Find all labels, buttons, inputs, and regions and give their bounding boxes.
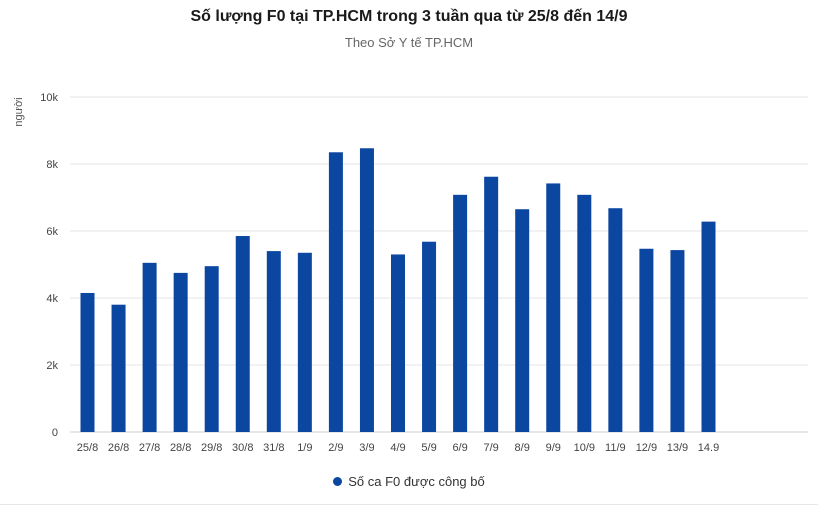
bar[interactable] bbox=[422, 241, 437, 432]
x-tick-label: 31/8 bbox=[263, 442, 284, 454]
legend-label: Số ca F0 được công bố bbox=[348, 474, 485, 489]
chart-subtitle: Theo Sở Y tế TP.HCM bbox=[344, 35, 474, 50]
y-tick-label: 4k bbox=[46, 293, 58, 305]
y-tick-label: 2k bbox=[46, 360, 58, 372]
bar[interactable] bbox=[391, 254, 405, 432]
x-tick-label: 10/9 bbox=[574, 442, 595, 454]
bar[interactable] bbox=[639, 248, 654, 432]
x-tick-label: 6/9 bbox=[452, 442, 467, 454]
x-tick-label: 27/8 bbox=[139, 442, 160, 454]
x-tick-label: 12/9 bbox=[636, 442, 657, 454]
bar[interactable] bbox=[608, 208, 623, 432]
x-tick-label: 28/8 bbox=[170, 442, 191, 454]
bar[interactable] bbox=[266, 251, 281, 432]
x-tick-label: 29/8 bbox=[201, 442, 222, 454]
bar[interactable] bbox=[546, 183, 561, 432]
bar[interactable] bbox=[235, 236, 250, 432]
grid-layer bbox=[70, 96, 808, 433]
bar[interactable] bbox=[577, 194, 592, 432]
bar[interactable] bbox=[80, 292, 95, 432]
bar[interactable] bbox=[359, 148, 374, 432]
x-tick-label: 3/9 bbox=[359, 442, 374, 454]
bar[interactable] bbox=[670, 250, 685, 432]
legend[interactable]: Số ca F0 được công bố bbox=[0, 474, 818, 489]
x-tick-label: 7/9 bbox=[484, 442, 499, 454]
bar[interactable] bbox=[701, 221, 716, 432]
bar[interactable] bbox=[484, 176, 499, 432]
bar[interactable] bbox=[142, 262, 157, 432]
x-tick-label: 2/9 bbox=[328, 442, 343, 454]
y-axis-label: người bbox=[13, 97, 25, 126]
bar[interactable] bbox=[204, 266, 219, 432]
x-tick-label: 5/9 bbox=[421, 442, 436, 454]
bottom-divider bbox=[0, 504, 818, 505]
bar[interactable] bbox=[328, 152, 343, 432]
x-tick-label: 9/9 bbox=[546, 442, 561, 454]
bar[interactable] bbox=[111, 304, 126, 432]
bar[interactable] bbox=[173, 272, 188, 432]
bar[interactable] bbox=[515, 209, 530, 432]
y-tick-label: 0 bbox=[52, 427, 58, 439]
y-tick-label: 8k bbox=[46, 159, 58, 171]
x-tick-label: 26/8 bbox=[108, 442, 129, 454]
x-tick-label: 25/8 bbox=[77, 442, 98, 454]
x-tick-labels: 25/8 26/8 27/8 28/8 29/8 30/8 31/8 1/9 2/9 3/9 4/9… bbox=[77, 442, 719, 454]
x-tick-label: 14.9 bbox=[698, 442, 719, 454]
bar[interactable] bbox=[453, 194, 468, 432]
x-tick-label: 30/8 bbox=[232, 442, 253, 454]
chart-title: Số lượng F0 tại TP.HCM trong 3 tuần qua … bbox=[190, 8, 628, 25]
y-tick-label: 10k bbox=[40, 92, 58, 104]
x-tick-label: 4/9 bbox=[390, 442, 405, 454]
bars-layer bbox=[80, 148, 716, 432]
x-tick-label: 13/9 bbox=[667, 442, 688, 454]
x-tick-label: 8/9 bbox=[515, 442, 530, 454]
bar[interactable] bbox=[297, 252, 312, 432]
legend-marker-icon bbox=[333, 477, 343, 487]
x-tick-label: 1/9 bbox=[297, 442, 312, 454]
y-tick-labels: 0 2k 4k 6k 8k 10k bbox=[40, 92, 58, 439]
y-tick-label: 6k bbox=[46, 226, 58, 238]
x-tick-label: 11/9 bbox=[605, 442, 626, 454]
